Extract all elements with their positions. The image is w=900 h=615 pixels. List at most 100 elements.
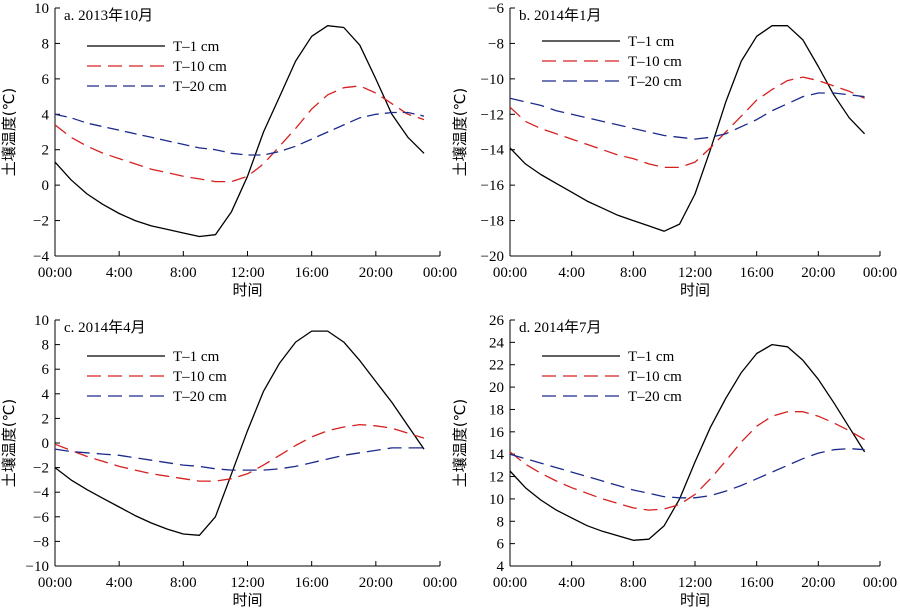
x-tick-label: 20:00 xyxy=(801,575,835,591)
chart-panel-c: −10 −8 −6 −4 −2 0 2 4 6 8 10 00:00 4:00 8:00 12:00 16:0… xyxy=(0,313,457,609)
y-tick-label: 2 xyxy=(42,143,50,159)
legend-entry-2: T–10 cm xyxy=(173,369,227,385)
x-tick-label: 16:00 xyxy=(295,265,329,281)
legend-entry-1: T–1 cm xyxy=(173,39,220,55)
y-tick-label: 12 xyxy=(489,470,504,486)
legend-entry-3: T–20 cm xyxy=(628,389,682,405)
x-tick-label: 00:00 xyxy=(38,265,72,281)
x-tick-label: 00:00 xyxy=(863,575,897,591)
y-tick-label: 10 xyxy=(489,492,504,508)
chart-panel-a: −4 −2 0 2 4 6 8 10 00:00 4:00 8:00 12:00 16:00 20:00 0… xyxy=(0,1,457,299)
y-tick-label: 24 xyxy=(489,335,505,351)
y-tick-label: −2 xyxy=(33,461,49,477)
x-tick-label: 8:00 xyxy=(170,575,197,591)
series-line-2 xyxy=(509,76,865,169)
x-tick-label: 4:00 xyxy=(106,575,133,591)
series-line-1 xyxy=(509,25,866,232)
y-tick-label: −6 xyxy=(33,510,49,526)
series-line-2 xyxy=(54,423,425,482)
x-tick-label: 16:00 xyxy=(740,265,774,281)
y-tick-label: −8 xyxy=(33,534,49,550)
x-axis-label: 时间 xyxy=(232,281,262,299)
x-tick-label: 4:00 xyxy=(106,265,133,281)
y-tick-label: 6 xyxy=(497,537,505,553)
legend-entry-1: T–1 cm xyxy=(628,349,675,365)
y-tick-label: 6 xyxy=(42,72,50,88)
legend-entry-3: T–20 cm xyxy=(173,389,227,405)
series-line-3 xyxy=(54,111,425,156)
series-line-2 xyxy=(509,411,865,511)
y-tick-label: 8 xyxy=(42,338,50,354)
x-tick-label: 00:00 xyxy=(493,265,527,281)
y-axis-label: 土壤温度(℃) xyxy=(451,399,469,488)
x-tick-label: 4:00 xyxy=(558,265,585,281)
y-tick-label: −10 xyxy=(26,559,49,575)
y-tick-label: −4 xyxy=(33,249,49,265)
y-tick-label: 4 xyxy=(42,107,50,123)
series-line-1 xyxy=(54,330,425,536)
y-tick-label: 26 xyxy=(489,313,505,329)
chart-title: b. 2014年1月 xyxy=(519,7,602,24)
chart-title: d. 2014年7月 xyxy=(519,319,602,336)
y-tick-label: −14 xyxy=(481,143,505,159)
legend-entry-3: T–20 cm xyxy=(173,79,227,95)
x-tick-label: 00:00 xyxy=(863,265,897,281)
y-tick-label: 16 xyxy=(489,425,505,441)
series-line-1 xyxy=(54,25,425,238)
x-axis-label: 时间 xyxy=(232,591,262,609)
y-axis-label: 土壤温度(℃) xyxy=(0,88,18,177)
y-tick-label: −10 xyxy=(481,72,504,88)
y-tick-label: 8 xyxy=(497,514,505,530)
series-line-2 xyxy=(54,85,425,183)
legend-entry-3: T–20 cm xyxy=(628,74,682,90)
y-tick-label: 0 xyxy=(42,436,50,452)
x-tick-label: 8:00 xyxy=(620,575,647,591)
x-tick-label: 00:00 xyxy=(423,265,457,281)
x-tick-label: 12:00 xyxy=(230,265,264,281)
series-line-3 xyxy=(509,92,865,140)
x-tick-label: 4:00 xyxy=(558,575,585,591)
y-tick-label: 6 xyxy=(42,362,50,378)
legend-entry-2: T–10 cm xyxy=(628,54,682,70)
y-tick-label: −18 xyxy=(481,214,504,230)
x-tick-label: 12:00 xyxy=(678,265,712,281)
y-tick-label: −2 xyxy=(33,214,49,230)
y-tick-label: 14 xyxy=(489,447,505,463)
x-tick-label: 8:00 xyxy=(170,265,197,281)
x-tick-label: 00:00 xyxy=(493,575,527,591)
legend-entry-2: T–10 cm xyxy=(173,59,227,75)
chart-panel-b: −20 −18 −16 −14 −12 −10 −8 −6 00:00 4:00 8:00 12:00… xyxy=(451,1,897,299)
x-tick-label: 16:00 xyxy=(740,575,774,591)
series-line-1 xyxy=(509,343,866,541)
legend-entry-2: T–10 cm xyxy=(628,369,682,385)
y-tick-label: −4 xyxy=(33,485,49,501)
series-line-3 xyxy=(509,447,865,499)
y-tick-label: 18 xyxy=(489,402,504,418)
y-tick-label: 4 xyxy=(42,387,50,403)
x-tick-label: 8:00 xyxy=(620,265,647,281)
x-tick-label: 20:00 xyxy=(359,265,393,281)
y-tick-label: 10 xyxy=(34,313,49,329)
y-tick-label: −12 xyxy=(481,107,504,123)
y-tick-label: 8 xyxy=(42,36,50,52)
x-tick-label: 00:00 xyxy=(423,575,457,591)
x-tick-label: 12:00 xyxy=(230,575,264,591)
y-tick-label: 20 xyxy=(489,380,504,396)
x-tick-label: 16:00 xyxy=(295,575,329,591)
y-tick-label: −6 xyxy=(488,1,504,17)
y-tick-label: 2 xyxy=(42,411,50,427)
x-tick-label: 20:00 xyxy=(801,265,835,281)
y-tick-label: 4 xyxy=(497,559,505,575)
chart-panel-d: 4 6 8 10 12 14 16 18 20 22 24 26 00:00 4:00 8:00 12:00 1… xyxy=(451,313,897,609)
x-tick-label: 12:00 xyxy=(678,575,712,591)
x-axis-label: 时间 xyxy=(680,591,710,609)
y-tick-label: 0 xyxy=(42,178,50,194)
y-tick-label: 10 xyxy=(34,1,49,17)
y-axis-label: 土壤温度(℃) xyxy=(0,399,18,488)
chart-title: c. 2014年4月 xyxy=(64,319,146,336)
x-tick-label: 00:00 xyxy=(38,575,72,591)
chart-title: a. 2013年10月 xyxy=(64,7,153,24)
legend-entry-1: T–1 cm xyxy=(173,349,220,365)
y-tick-label: −16 xyxy=(481,178,505,194)
